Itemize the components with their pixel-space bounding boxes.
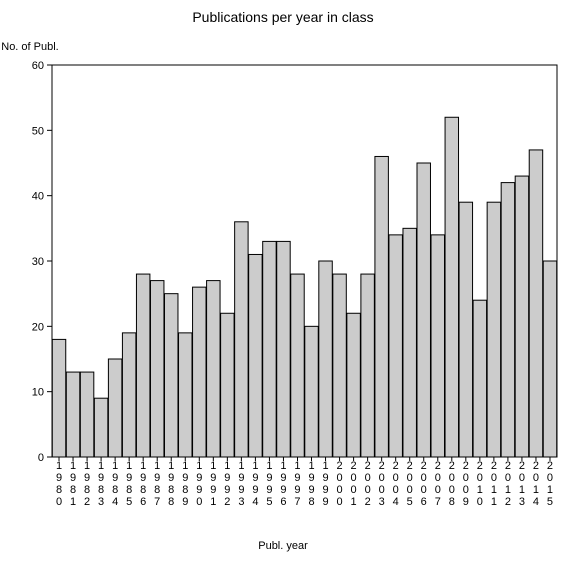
x-tick-label: 1989: [182, 460, 188, 508]
x-tick-label: 1999: [322, 460, 328, 508]
bar: [375, 156, 388, 457]
x-tick-label: 1988: [168, 460, 174, 508]
x-tick-label: 1982: [84, 460, 90, 508]
bar: [417, 163, 430, 457]
x-tick-label: 2014: [533, 460, 539, 508]
x-tick-label: 1996: [280, 460, 286, 508]
y-tick-label: 30: [32, 256, 44, 268]
y-tick-label: 40: [32, 191, 44, 203]
bar: [108, 359, 121, 457]
x-tick-label: 2012: [505, 460, 511, 508]
bar: [221, 313, 234, 457]
x-tick-label: 2005: [407, 460, 413, 508]
bar: [445, 117, 458, 457]
x-tick-label: 2003: [379, 460, 385, 508]
bar: [80, 372, 93, 457]
bar: [473, 300, 486, 457]
x-tick-label: 1992: [224, 460, 230, 508]
bar: [165, 294, 178, 457]
bar: [150, 281, 163, 457]
x-tick-label: 1991: [210, 460, 216, 508]
bar: [179, 333, 192, 457]
bar: [361, 274, 374, 457]
x-tick-label: 1998: [308, 460, 314, 508]
bar: [305, 326, 318, 457]
bar: [122, 333, 135, 457]
bar: [94, 398, 107, 457]
x-tick-label: 1994: [252, 460, 258, 508]
x-tick-label: 2009: [463, 460, 469, 508]
bar: [543, 261, 556, 457]
x-axis-label: Publ. year: [258, 540, 308, 552]
bar: [459, 202, 472, 457]
x-tick-label: 1995: [266, 460, 272, 508]
bar: [487, 202, 500, 457]
bar: [207, 281, 220, 457]
x-tick-label: 2002: [365, 460, 371, 508]
y-axis-label: No. of Publ.: [1, 41, 58, 53]
x-tick-label: 2007: [435, 460, 441, 508]
bar: [431, 235, 444, 457]
bar: [136, 274, 149, 457]
bar: [501, 183, 514, 457]
x-tick-label: 1980: [56, 460, 62, 508]
bar: [515, 176, 528, 457]
x-tick-label: 2011: [491, 460, 497, 508]
x-tick-label: 2013: [519, 460, 525, 508]
bar: [193, 287, 206, 457]
x-tick-label: 2006: [421, 460, 427, 508]
bar: [529, 150, 542, 457]
x-tick-label: 1981: [70, 460, 76, 508]
publications-bar-chart: Publications per year in class No. of Pu…: [0, 0, 567, 567]
x-tick-label: 2010: [477, 460, 483, 508]
x-tick-label: 2008: [449, 460, 455, 508]
y-tick-label: 0: [38, 452, 44, 464]
x-tick-label: 2001: [351, 460, 357, 508]
bar: [291, 274, 304, 457]
bar: [249, 254, 262, 457]
y-tick-label: 10: [32, 387, 44, 399]
bar: [52, 339, 65, 457]
bar: [319, 261, 332, 457]
x-tick-label: 1987: [154, 460, 160, 508]
chart-title: Publications per year in class: [192, 9, 373, 25]
bar: [66, 372, 79, 457]
bar: [333, 274, 346, 457]
x-tick-label: 1997: [294, 460, 300, 508]
bar: [403, 228, 416, 457]
x-tick-label: 1986: [140, 460, 146, 508]
bar: [277, 241, 290, 457]
y-tick-label: 20: [32, 321, 44, 333]
bar: [347, 313, 360, 457]
x-tick-label: 1985: [126, 460, 132, 508]
x-tick-label: 2000: [337, 460, 343, 508]
y-tick-label: 50: [32, 125, 44, 137]
x-tick-label: 1990: [196, 460, 202, 508]
bar: [389, 235, 402, 457]
bar: [263, 241, 276, 457]
x-tick-label: 1983: [98, 460, 104, 508]
y-tick-label: 60: [32, 60, 44, 72]
bar: [235, 222, 248, 457]
x-tick-label: 1984: [112, 460, 118, 508]
x-tick-label: 2004: [393, 460, 399, 508]
x-tick-label: 1993: [238, 460, 244, 508]
x-tick-label: 2015: [547, 460, 553, 508]
